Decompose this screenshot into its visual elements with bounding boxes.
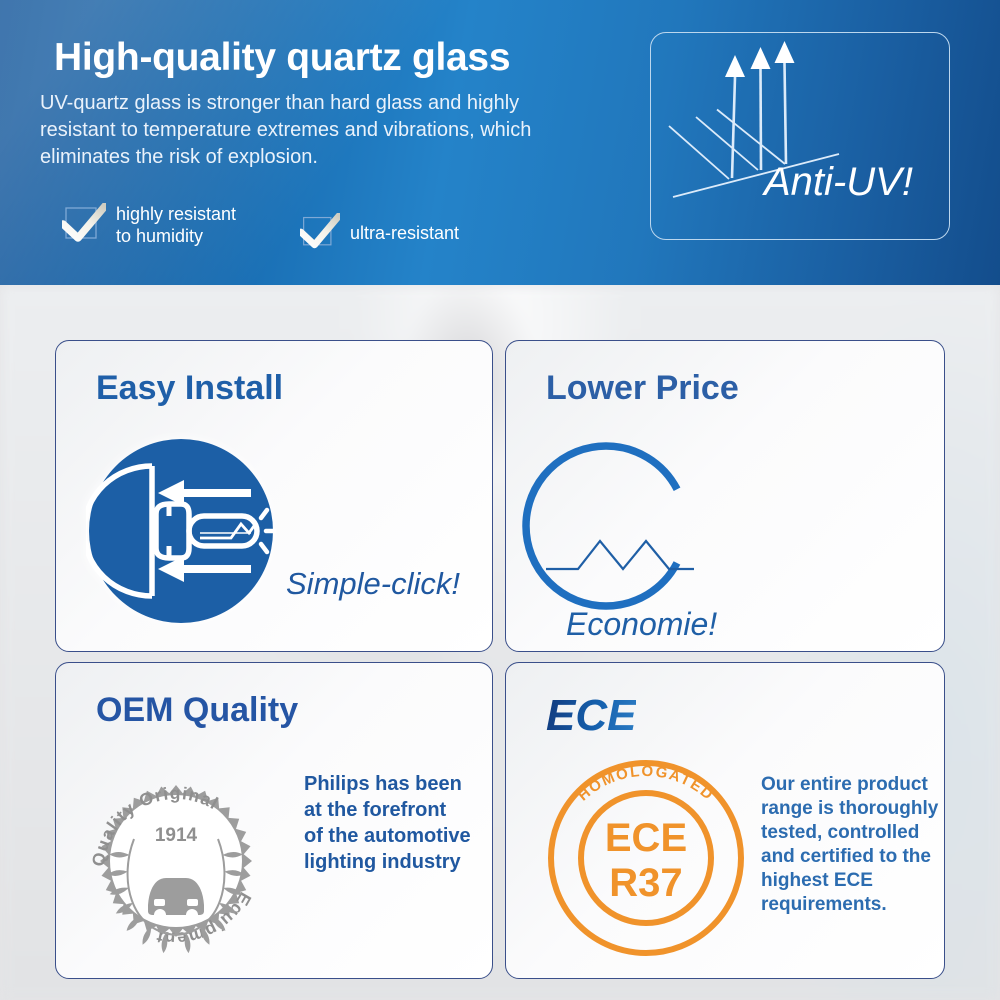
svg-text:HOMOLOGATED: HOMOLOGATED	[575, 763, 718, 805]
svg-text:1914: 1914	[155, 825, 198, 846]
svg-text:ECE: ECE	[605, 816, 687, 860]
svg-text:R37: R37	[609, 861, 682, 905]
